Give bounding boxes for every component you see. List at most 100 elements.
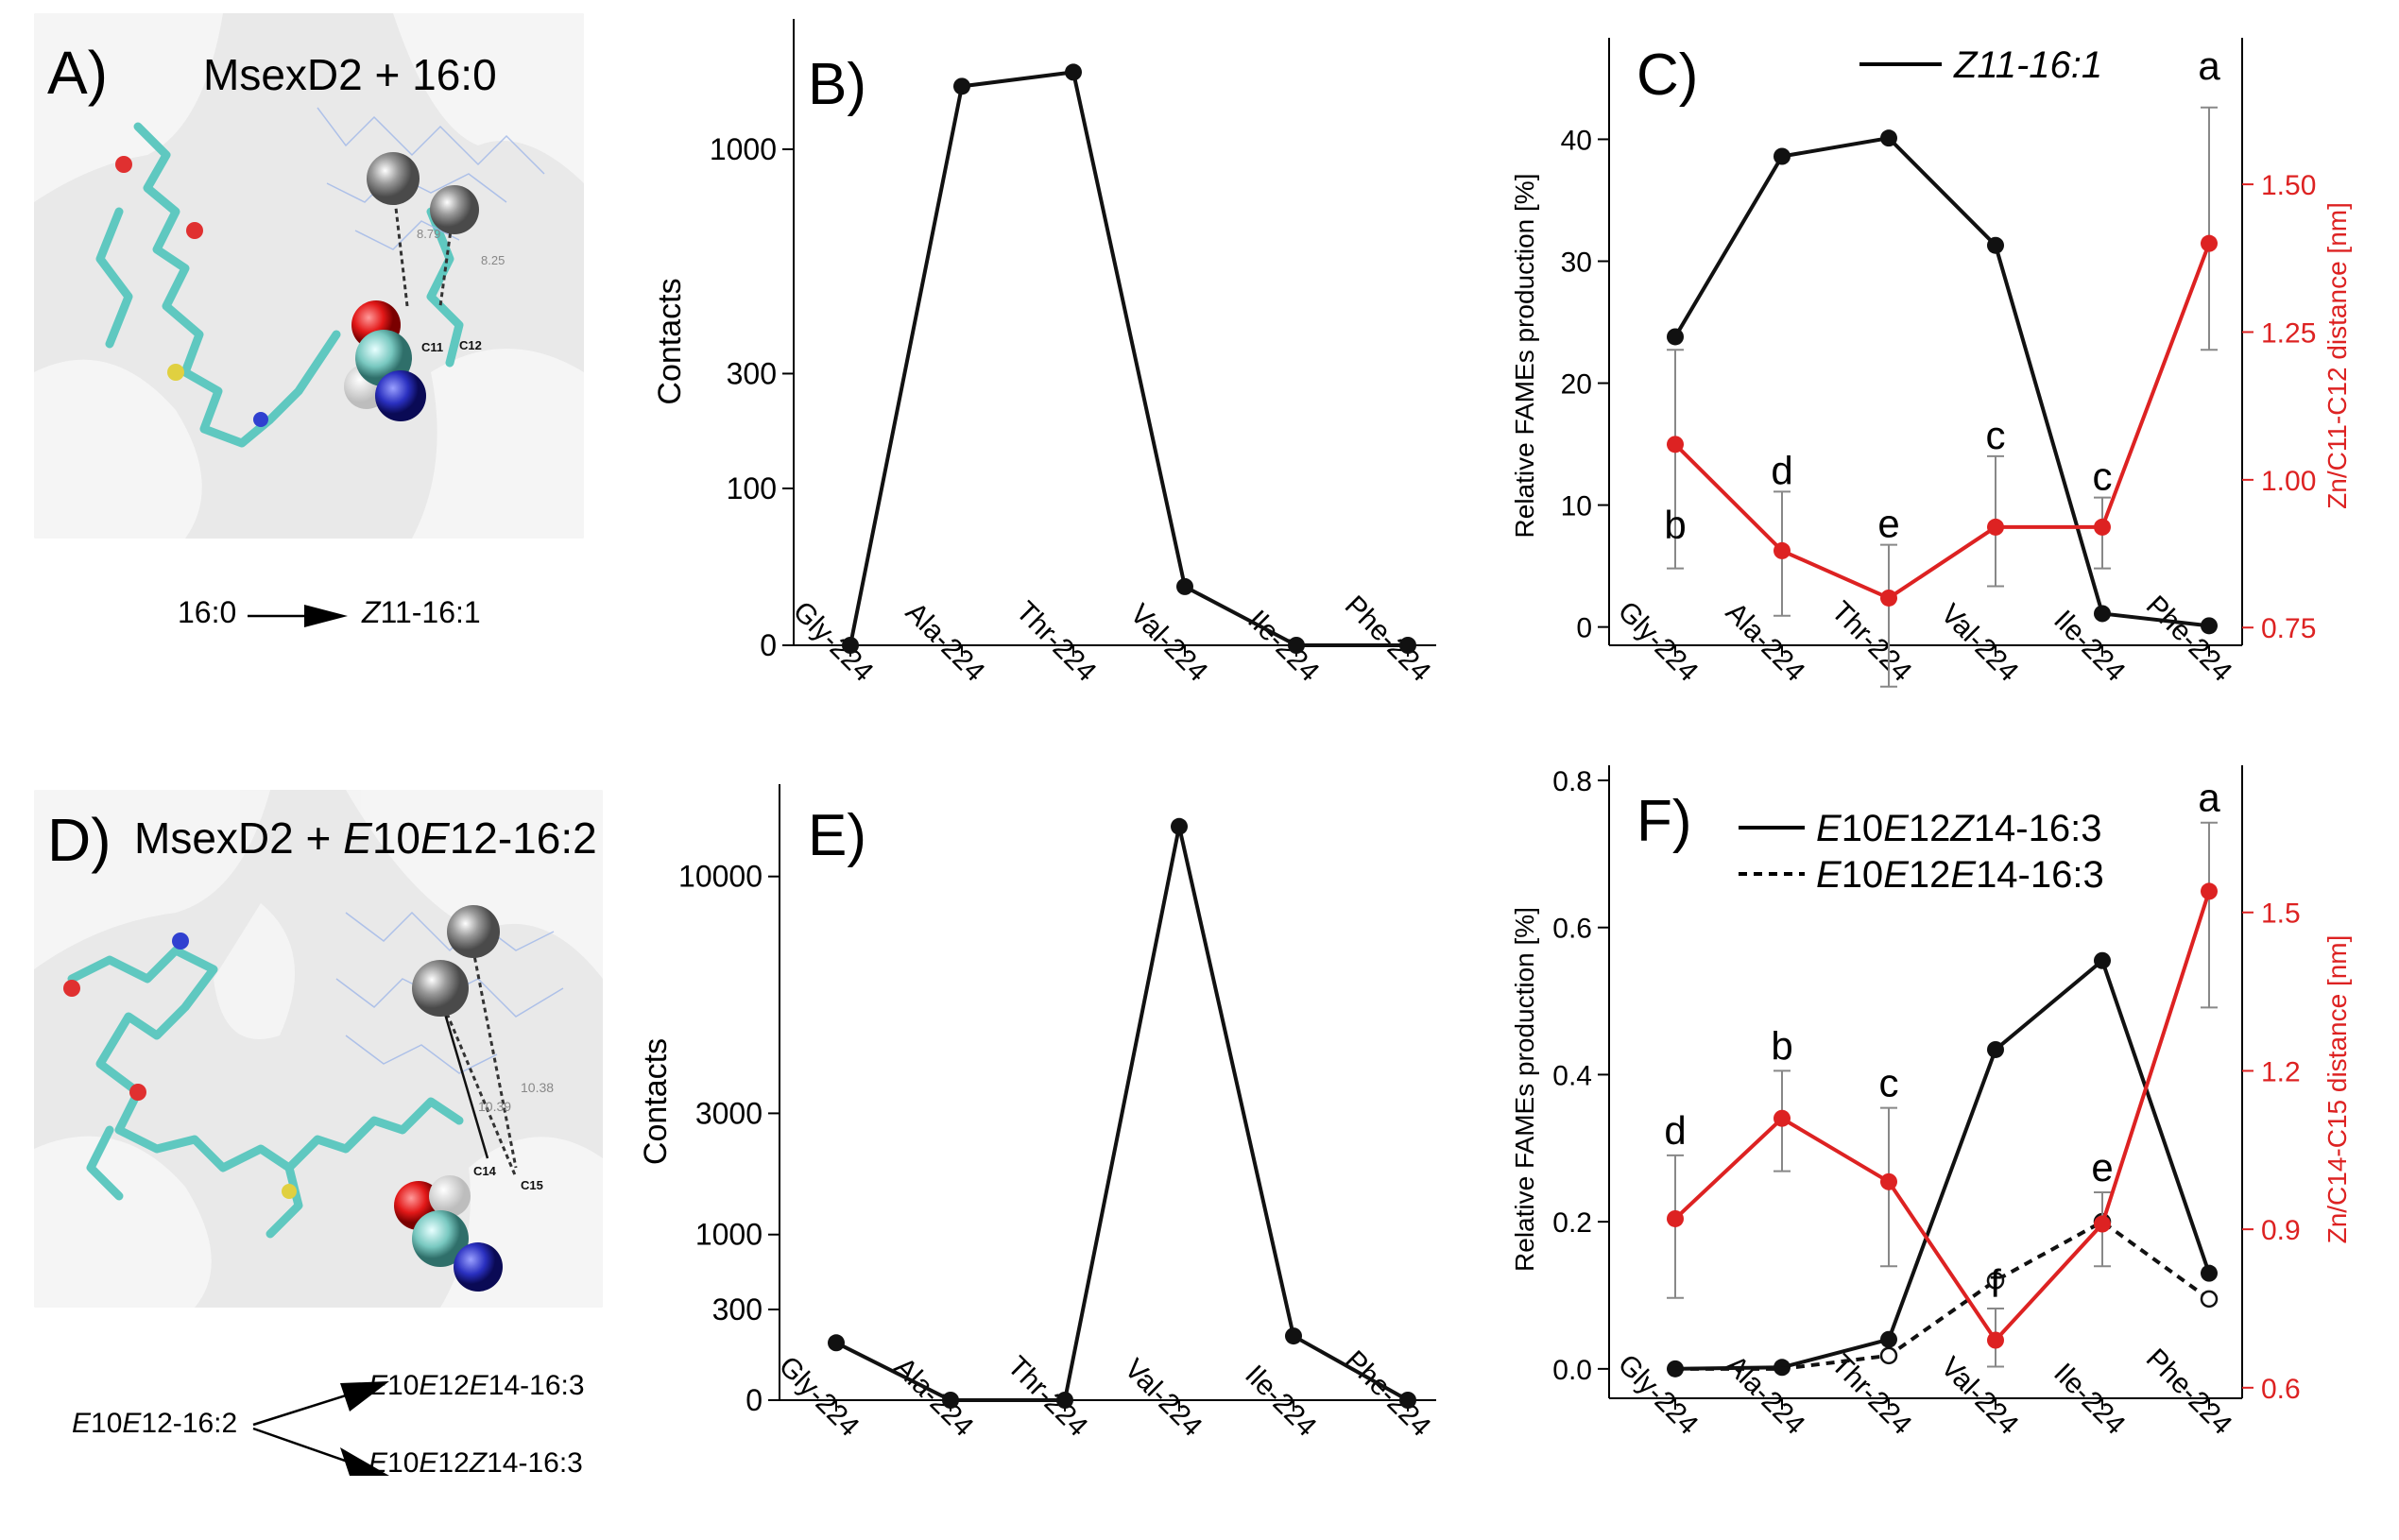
chart-b-xtick-label-5: Phe-224 <box>1339 590 1437 688</box>
chart-f-series-2-point-3 <box>1987 1331 2004 1349</box>
chart-c-ltick-label-3: 30 <box>1561 247 1592 278</box>
chart-f-legend-part: E <box>1950 854 1977 896</box>
chart-c-series-0-point-2 <box>1880 129 1897 147</box>
chart-f-ltick-label-4: 0.8 <box>1552 766 1592 797</box>
chart-c-sig-letter-4: c <box>2093 454 2113 499</box>
rp2-1: 10 <box>387 1447 420 1479</box>
chart-c-ylabel-right: Zn/C11-C12 distance [nm] <box>2322 202 2352 509</box>
chart-f-legend-part: E <box>1816 854 1842 896</box>
chart-c-sig-letter-1: d <box>1771 448 1792 492</box>
chart-e-xtick-label-2: Thr-224 <box>1002 1350 1094 1443</box>
chart-f-legend-part: 10 <box>1842 854 1884 896</box>
chart-f-legend-label-1: E10E12E14-16:3 <box>1816 854 2104 896</box>
atom-label-a-2: C12 <box>459 338 482 352</box>
rp2-4: Z <box>469 1447 488 1479</box>
chart-f-series-1-line <box>1675 1219 2211 1371</box>
chart-f-series-0-point-5 <box>2201 1264 2218 1282</box>
distance-label-d-1: 10.38 <box>521 1080 554 1095</box>
chart-f-ltick-label-3: 0.6 <box>1552 914 1592 945</box>
rp1-3: 12 <box>437 1370 470 1401</box>
chart-e-series-line <box>835 826 1409 1402</box>
chart-f-sig-letter-2: c <box>1879 1061 1899 1105</box>
zn-atom-1 <box>367 152 420 205</box>
chart-f-legend-part: 12 <box>1909 808 1951 849</box>
rp2-2: E <box>419 1447 438 1479</box>
panel-a-reaction: 16:0 Z11-16:1 <box>178 595 556 642</box>
chart-f-legend-label-0: E10E12Z14-16:3 <box>1816 808 2101 849</box>
chart-c-ltick-label-0: 0 <box>1576 613 1592 644</box>
chart-c-xtick-label-3: Val-224 <box>1934 598 2024 688</box>
chart-b-ytick-label-1: 100 <box>727 471 777 505</box>
chart-e-ytick-label-4: 10000 <box>678 860 763 894</box>
chart-f-xtick-label-5: Phe-224 <box>2140 1343 2238 1441</box>
chart-c-series-1-line <box>1673 242 2211 601</box>
panel-d-title-num2: 12-16:2 <box>449 813 597 863</box>
chart-e-xtick-label-0: Gly-224 <box>773 1350 865 1443</box>
chart-c-series-0-point-1 <box>1774 147 1791 165</box>
chart-c-series-1-point-4 <box>2094 518 2111 536</box>
panel-d-reaction: E10E12-16:2 E10E12E14-16:3 E10E12Z14-16:… <box>66 1370 633 1493</box>
chart-c-sig-letter-5: a <box>2198 43 2220 88</box>
chart-f-legend-part: 12 <box>1909 854 1951 896</box>
chart-f-sig-letter-3: f <box>1990 1261 2001 1306</box>
chart-e-ylabel: Contacts <box>638 1038 674 1165</box>
chart-c-sig-letter-2: e <box>1877 502 1899 546</box>
distance-label-a-1: 8.79 <box>417 227 440 241</box>
chart-f-rtick-label-3: 1.5 <box>2261 898 2301 930</box>
reaction-a-arrow <box>248 605 348 627</box>
chart-f-legend-part: Z <box>1949 808 1975 849</box>
zn-atom-3 <box>447 905 500 958</box>
chart-f-series-0-point-4 <box>2094 951 2111 969</box>
reaction-a-substrate: 16:0 <box>178 595 237 629</box>
chart-e: 0 300 1000 3000 10000 Contacts Gly-224 Ala-224 T… <box>638 784 1437 1443</box>
chart-c-legend-label: Z11-16:1 <box>1953 44 2102 86</box>
reaction-d-sub-e1: E <box>72 1408 92 1439</box>
chart-c-series-1-point-0 <box>1667 436 1684 453</box>
chart-f-ltick-label-0: 0.0 <box>1552 1355 1592 1386</box>
chart-c-series-1-point-3 <box>1987 518 2004 536</box>
panel-d-title-e1: E <box>343 813 372 863</box>
distance-label-a-2: 8.25 <box>481 253 505 267</box>
chart-c-rtick-label-1: 1.00 <box>2261 466 2316 497</box>
chart-f-series-1-point-3 <box>1986 1272 2005 1290</box>
atom-label-d-2: C15 <box>521 1178 543 1192</box>
chart-e-ytick-label-0: 0 <box>745 1383 763 1417</box>
distance-label-d-2: 10.39 <box>478 1099 511 1114</box>
reaction-d-product-1: E10E12E14-16:3 <box>368 1370 585 1402</box>
chart-c-xtick-label-1: Ala-224 <box>1720 596 1810 687</box>
rp2-3: 12 <box>437 1447 470 1479</box>
chart-f-series-2-point-5 <box>2201 882 2218 900</box>
chart-f-series-2-point-4 <box>2094 1215 2111 1233</box>
chart-b-ytick-label-3: 1000 <box>710 132 777 166</box>
chart-b-point-2 <box>1065 63 1082 81</box>
chart-f-xtick-label-0: Gly-224 <box>1612 1348 1705 1441</box>
chart-c-series-1-point-1 <box>1774 541 1791 559</box>
rp1-2: E <box>419 1370 438 1401</box>
panel-d-title-prefix: MsexD2 + <box>134 813 344 863</box>
panel-d-molecule-drawing: 10.38 10.39 C14 C15 <box>34 790 603 1308</box>
chart-f-legend-part: E <box>1883 808 1910 849</box>
atom-label-d-1: C14 <box>473 1164 497 1178</box>
chart-f-xtick-label-2: Thr-224 <box>1825 1348 1918 1441</box>
chart-c-ltick-label-2: 20 <box>1561 369 1592 401</box>
chart-b-point-4 <box>1288 637 1305 654</box>
chart-c-series-0-point-3 <box>1987 236 2004 254</box>
chart-c-ylabel-left: Relative FAMEs production [%] <box>1510 174 1539 539</box>
chart-c-series-0-point-5 <box>2201 617 2218 635</box>
chart-c-xtick-label-0: Gly-224 <box>1612 595 1705 688</box>
chart-f-series-2-point-0 <box>1667 1209 1684 1227</box>
chart-f-rtick-label-1: 0.9 <box>2261 1215 2301 1246</box>
chart-b-xtick-label-2: Thr-224 <box>1010 595 1103 688</box>
chart-b-panel-label: B) <box>808 52 866 117</box>
chart-c-panel-label: C) <box>1636 43 1698 108</box>
chart-b-xtick-label-1: Ala-224 <box>900 596 990 687</box>
chart-e-xtick-label-5: Phe-224 <box>1339 1344 1437 1443</box>
chart-e-ytick-label-2: 1000 <box>695 1218 763 1252</box>
rp2-5: 14-16:3 <box>487 1447 583 1479</box>
chart-f-series-2-point-1 <box>1774 1109 1791 1127</box>
chart-b-point-5 <box>1399 637 1416 654</box>
chart-c-series-0-line <box>1673 135 2210 628</box>
panel-a-title: MsexD2 + 16:0 <box>203 50 497 99</box>
panel-d-structure: 10.38 10.39 C14 C15 <box>34 790 603 1308</box>
chart-f-ylabel-left: Relative FAMEs production [%] <box>1510 907 1539 1272</box>
